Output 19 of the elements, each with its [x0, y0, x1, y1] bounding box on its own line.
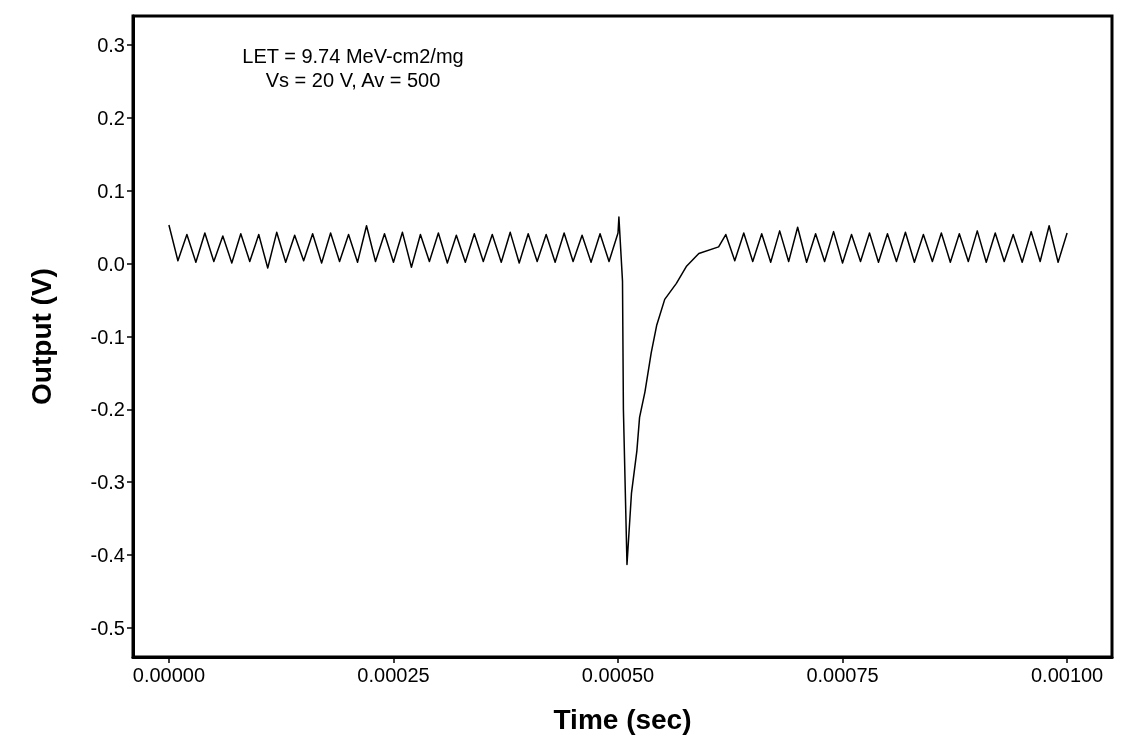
y-tick-label: -0.1: [90, 325, 125, 348]
y-tick-label: 0.2: [97, 106, 125, 129]
x-tick-label: 0.00050: [581, 664, 655, 686]
y-axis-title: Output (V): [25, 268, 57, 405]
x-tick-label: 0.00000: [132, 664, 206, 686]
y-tick-label: -0.4: [90, 544, 125, 567]
line-series: [168, 216, 1068, 566]
x-tick-label: 0.00075: [806, 664, 879, 686]
y-tick-label: -0.5: [90, 616, 125, 639]
y-tick-label: -0.2: [90, 398, 125, 421]
x-tick-label: 0.00100: [1030, 664, 1104, 686]
annotation: Vs = 20 V, Av = 500: [265, 69, 441, 91]
y-tick-label: 0.1: [97, 179, 125, 202]
x-axis-title: Time (sec): [553, 703, 692, 735]
y-tick-label: 0.3: [97, 34, 125, 57]
annotation: LET = 9.74 MeV-cm2/mg: [242, 45, 464, 67]
y-tick-label: -0.3: [90, 471, 125, 494]
y-tick-label: 0.0: [97, 252, 125, 275]
x-tick-label: 0.00025: [357, 664, 430, 686]
